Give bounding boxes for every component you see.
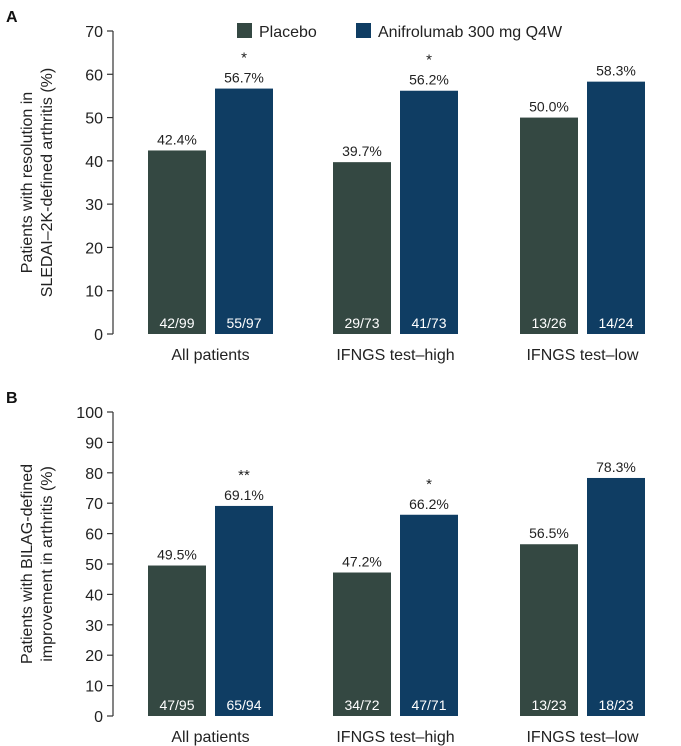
category-label-b-2: IFNGS test–low: [526, 729, 638, 746]
y-tick-label-a-30: 30: [85, 197, 103, 214]
category-label-b-1: IFNGS test–high: [336, 729, 454, 746]
bar-n-label-a-1-1: 41/73: [411, 315, 446, 331]
bar-value-label-a-0-0: 42.4%: [157, 131, 197, 147]
y-tick-label-a-70: 70: [85, 24, 103, 41]
bar-value-label-b-2-0: 56.5%: [529, 525, 569, 541]
y-tick-label-b-100: 100: [76, 405, 103, 422]
y-tick-label-b-70: 70: [85, 496, 103, 513]
y-tick-label-a-40: 40: [85, 154, 103, 171]
bar-value-label-b-1-0: 47.2%: [342, 554, 382, 570]
panel-b: B Patients with BILAG-defined improvement …: [6, 390, 645, 746]
y-axis-title-a-line2: SLEDAI–2K-defined arthritis (%): [39, 68, 56, 297]
significance-marker-b-1: *: [426, 476, 432, 493]
y-axis-title-b-line1: Patients with BILAG-defined: [19, 464, 36, 664]
bar-value-label-a-2-0: 50.0%: [529, 99, 569, 115]
bar-n-label-a-2-0: 13/26: [531, 315, 566, 331]
significance-marker-a-1: *: [426, 52, 432, 69]
y-tick-label-a-50: 50: [85, 111, 103, 128]
legend: Placebo Anifrolumab 300 mg Q4W: [237, 23, 563, 41]
legend-label-anifrolumab: Anifrolumab 300 mg Q4W: [378, 24, 563, 41]
category-label-a-0: All patients: [171, 347, 249, 364]
y-tick-label-b-20: 20: [85, 648, 103, 665]
bar-value-label-a-2-1: 58.3%: [596, 63, 636, 79]
y-tick-label-a-10: 10: [85, 284, 103, 301]
bar-n-label-b-2-1: 18/23: [598, 697, 633, 713]
bar-n-label-a-1-0: 29/73: [344, 315, 379, 331]
y-tick-label-a-60: 60: [85, 67, 103, 84]
panel-a: A Patients with resolution in SLEDAI–2K-de…: [6, 9, 645, 364]
y-tick-label-b-80: 80: [85, 466, 103, 483]
y-tick-label-b-10: 10: [85, 679, 103, 696]
significance-marker-b-0: **: [238, 467, 250, 484]
bar-value-label-a-1-0: 39.7%: [342, 143, 382, 159]
bar-b-2-1: [587, 478, 645, 716]
y-axis-title-b-line2: improvement in arthritis (%): [39, 466, 56, 662]
y-axis-title-a-line1: Patients with resolution in: [19, 92, 36, 273]
category-label-a-2: IFNGS test–low: [526, 347, 638, 364]
bar-value-label-b-2-1: 78.3%: [596, 459, 636, 475]
y-tick-label-b-90: 90: [85, 435, 103, 452]
significance-marker-a-0: *: [241, 50, 247, 67]
y-tick-label-a-0: 0: [94, 327, 103, 344]
panel-label-b: B: [6, 390, 18, 407]
bar-a-1-1: [400, 91, 458, 334]
bar-value-label-b-1-1: 66.2%: [409, 496, 449, 512]
bar-n-label-b-0-1: 65/94: [226, 697, 261, 713]
bar-n-label-b-2-0: 13/23: [531, 697, 566, 713]
bar-n-label-b-1-1: 47/71: [411, 697, 446, 713]
bar-b-0-1: [215, 506, 273, 716]
y-tick-label-b-40: 40: [85, 587, 103, 604]
y-tick-label-a-20: 20: [85, 240, 103, 257]
legend-swatch-anifrolumab: [356, 23, 371, 38]
bar-b-1-0: [333, 573, 391, 716]
legend-label-placebo: Placebo: [259, 24, 317, 41]
bar-b-2-0: [520, 544, 578, 716]
bar-a-2-0: [520, 118, 578, 334]
bar-b-1-1: [400, 515, 458, 716]
bar-n-label-a-0-1: 55/97: [226, 315, 261, 331]
bar-a-2-1: [587, 82, 645, 334]
bar-value-label-a-1-1: 56.2%: [409, 72, 449, 88]
category-label-b-0: All patients: [171, 729, 249, 746]
bar-b-0-0: [148, 566, 206, 716]
y-tick-label-b-0: 0: [94, 709, 103, 726]
bar-n-label-b-0-0: 47/95: [159, 697, 194, 713]
bar-value-label-a-0-1: 56.7%: [224, 70, 264, 86]
bar-a-0-0: [148, 150, 206, 334]
bar-value-label-b-0-0: 49.5%: [157, 547, 197, 563]
panel-label-a: A: [6, 9, 18, 26]
y-tick-label-b-50: 50: [85, 557, 103, 574]
legend-swatch-placebo: [237, 23, 252, 38]
bar-n-label-b-1-0: 34/72: [344, 697, 379, 713]
bar-a-0-1: [215, 89, 273, 334]
y-tick-label-b-30: 30: [85, 618, 103, 635]
bar-n-label-a-0-0: 42/99: [159, 315, 194, 331]
y-tick-label-b-60: 60: [85, 527, 103, 544]
category-label-a-1: IFNGS test–high: [336, 347, 454, 364]
bar-n-label-a-2-1: 14/24: [598, 315, 633, 331]
bar-value-label-b-0-1: 69.1%: [224, 487, 264, 503]
bar-a-1-0: [333, 162, 391, 334]
